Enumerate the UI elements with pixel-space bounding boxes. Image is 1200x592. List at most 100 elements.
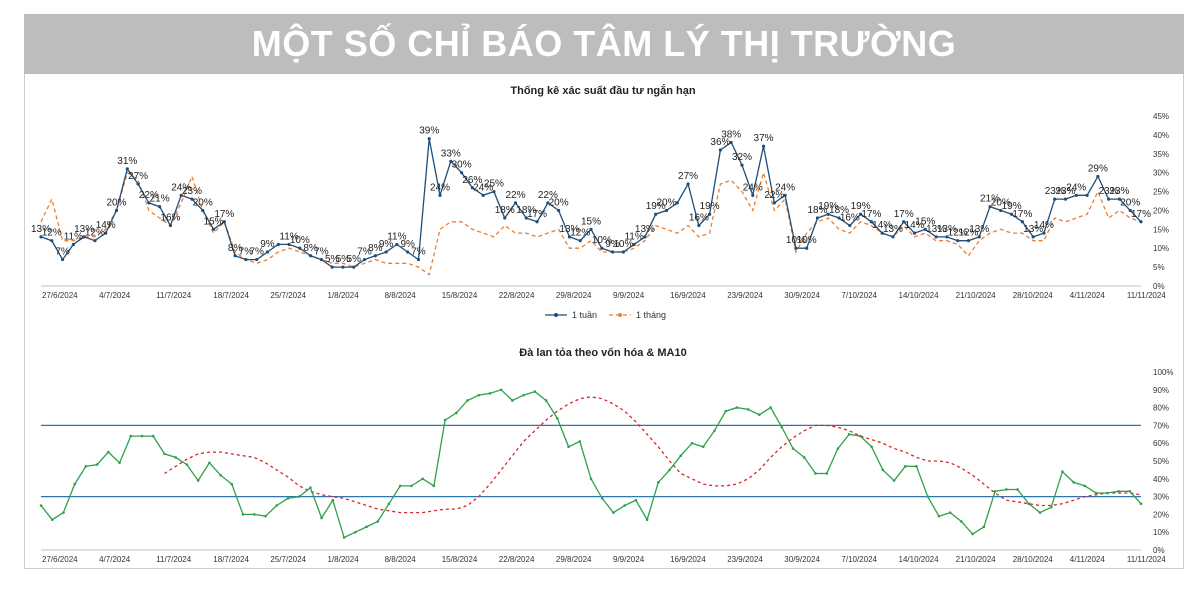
data-label: 7% [357,247,372,258]
legend-1-tuan-label: 1 tuần [572,310,597,320]
chart2-title: Đà lan tỏa theo vốn hóa & MA10 [519,347,686,359]
series-1-tuan-point [1020,220,1024,224]
chart1-y-tick-label: 45% [1153,112,1169,121]
title-banner: MỘT SỐ CHỈ BÁO TÂM LÝ THỊ TRƯỜNG [24,14,1184,74]
breadth-ma10-chart: Đà lan tỏa theo vốn hóa & MA10 0% 10% 20% 3… [39,347,1173,564]
chart1-x-tick-label: 18/7/2024 [213,291,249,300]
series-1-tuan-point [945,235,949,239]
legend-1-thang-label: 1 tháng [636,310,666,320]
breadth-point [1072,481,1075,484]
breadth-point [174,456,177,459]
breadth-point [802,456,806,459]
data-label: 17% [214,209,234,220]
breadth-point [1094,491,1098,495]
data-label: 13% [926,224,946,235]
data-label: 9% [400,239,415,250]
breadth-point [365,525,368,529]
data-label: 7% [411,247,426,258]
series-1-tuan-point [330,265,334,269]
chart2-x-tick-label: 9/9/2024 [613,555,645,564]
data-label: 14% [905,220,925,231]
breadth-point [634,498,638,502]
data-label: 11% [387,231,406,242]
breadth-point [993,489,997,493]
data-label: 26% [462,175,482,186]
breadth-point [903,465,907,468]
breadth-point [1139,502,1143,506]
data-label: 10% [613,239,633,250]
charts-frame: Thống kê xác suất đầu tư ngắn hạn 0% 5% 10… [24,74,1184,569]
chart1-x-tick-label: 1/8/2024 [328,291,360,300]
series-1-tuan-point [470,186,474,190]
breadth-point [746,408,750,411]
chart1-x-tick-label: 23/9/2024 [727,291,763,300]
series-1-tuan-point [492,189,496,194]
series-1-tuan-point [761,144,766,148]
series-1-tuan-point [114,208,119,213]
breadth-point [556,416,559,420]
series-1-tuan-point [1009,212,1014,216]
series-1-tuan-point [912,231,917,235]
breadth-point [780,425,784,429]
breadth-point [196,479,200,482]
data-label: 21% [150,194,170,205]
data-label: 24% [430,182,450,193]
series-1-tuan-point [859,212,863,216]
breadth-point [701,445,705,449]
breadth-point [1083,484,1087,488]
series-1-tuan-point [449,159,453,163]
data-label: 14% [872,220,892,231]
chart1-x-tick-label: 21/10/2024 [956,291,997,300]
chart1-y-tick-label: 5% [1153,263,1165,272]
chart1-y-tick-label: 40% [1153,131,1169,140]
data-label: 8% [303,243,318,254]
series-1-tuan-point [481,193,485,197]
data-label: 9% [260,239,275,250]
series-1-tuan-point [513,201,518,205]
breadth-point [151,434,155,438]
data-label: 11% [64,231,83,242]
breadth-point [353,530,357,534]
series-1-tuan-point [805,246,809,250]
breadth-point [1128,489,1132,493]
data-label: 20% [549,197,569,208]
chart2-x-tick-label: 7/10/2024 [841,555,877,564]
data-label: 5% [336,254,351,265]
series-1-tuan-point [125,167,129,171]
series-1-tuan-point [255,257,259,262]
breadth-point [342,536,346,539]
series-1-tuan-point [179,193,183,197]
short-term-probability-chart: Thống kê xác suất đầu tư ngắn hạn 0% 5% 10… [31,84,1169,320]
series-1-tuan-point [168,223,173,228]
series-1-tuan-point [201,208,205,213]
breadth-point [769,406,772,409]
breadth-point [185,463,189,466]
chart1-x-tick-label: 28/10/2024 [1013,291,1054,300]
series-1-tuan-point [1063,197,1068,201]
breadth-point [50,518,54,522]
breadth-point [533,390,537,393]
breadth-point [668,468,671,472]
series-1-tuan-point [1085,193,1089,197]
data-label: 12% [42,228,62,239]
series-1-tuan-point [39,235,43,239]
data-label: 10% [592,235,612,246]
data-label: 11% [279,231,298,242]
data-label: 19% [818,201,838,212]
breadth-point [84,465,88,468]
breadth-point [825,472,829,475]
legend-1-tuan-marker [554,313,558,317]
breadth-point [814,472,817,475]
data-label: 7% [249,247,264,258]
series-1-tuan-point [1042,231,1046,235]
breadth-point [219,473,222,477]
chart1-x-tick-label: 7/10/2024 [841,291,877,300]
data-label: 13% [559,224,579,235]
series-1-tuan-point [578,239,582,243]
chart1-x-tick-label: 27/6/2024 [42,291,78,300]
data-label: 27% [678,171,698,182]
series-1-tuan-point [298,246,302,250]
chart2-x-tick-label: 4/7/2024 [99,555,131,564]
breadth-point [421,477,424,481]
breadth-point [578,440,582,443]
